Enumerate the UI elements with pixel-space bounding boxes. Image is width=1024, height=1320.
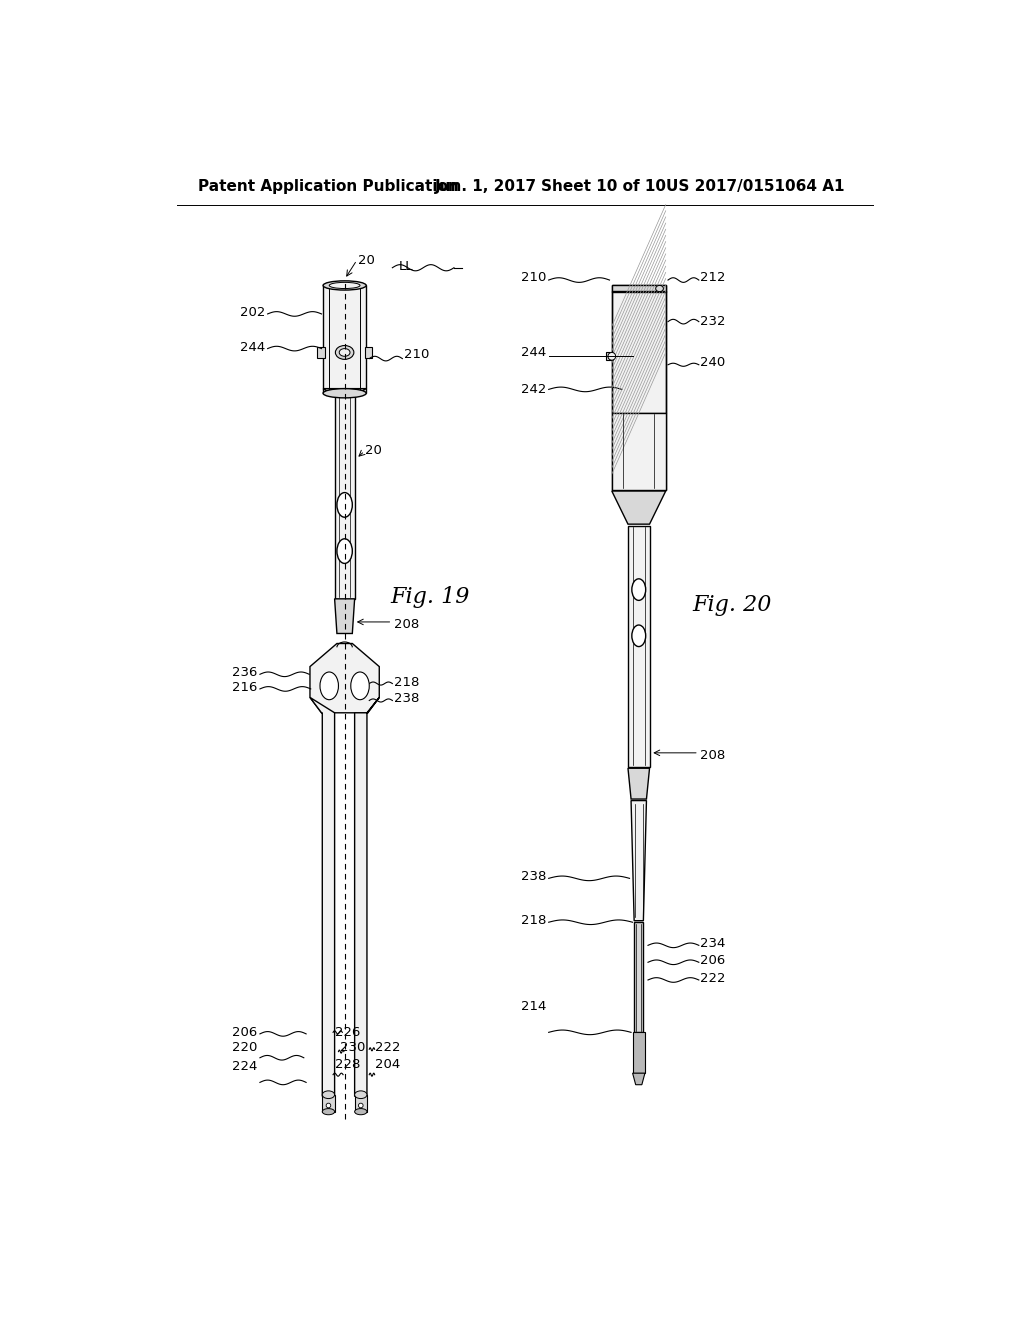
Text: 20: 20: [366, 445, 382, 458]
Bar: [628, 525, 649, 767]
Ellipse shape: [330, 282, 360, 289]
Ellipse shape: [337, 539, 352, 564]
Ellipse shape: [319, 672, 339, 700]
Bar: [606, 352, 613, 360]
Ellipse shape: [632, 579, 646, 601]
Text: 238: 238: [394, 693, 419, 705]
Ellipse shape: [354, 1090, 367, 1098]
Ellipse shape: [358, 1104, 364, 1107]
Ellipse shape: [351, 672, 370, 700]
Polygon shape: [335, 599, 354, 634]
Polygon shape: [633, 1073, 645, 1085]
Ellipse shape: [323, 281, 367, 290]
Ellipse shape: [632, 626, 646, 647]
Text: 234: 234: [700, 937, 726, 950]
Ellipse shape: [655, 285, 664, 292]
Ellipse shape: [336, 346, 354, 359]
Text: 244: 244: [240, 341, 265, 354]
Bar: [634, 923, 643, 1032]
Bar: [365, 347, 373, 358]
Bar: [611, 285, 666, 292]
Text: LL: LL: [398, 260, 413, 273]
Polygon shape: [631, 800, 646, 921]
Polygon shape: [310, 697, 335, 1096]
Text: 206: 206: [700, 954, 726, 968]
Text: 210: 210: [521, 271, 547, 284]
Polygon shape: [354, 697, 379, 1096]
Bar: [335, 396, 354, 599]
Ellipse shape: [323, 388, 367, 397]
Text: 224: 224: [232, 1060, 258, 1073]
Text: 240: 240: [700, 356, 726, 370]
Text: 222: 222: [700, 972, 726, 985]
Bar: [323, 285, 367, 393]
Bar: [611, 412, 666, 490]
Text: 228: 228: [335, 1059, 360, 1072]
Text: 220: 220: [232, 1041, 258, 1055]
Text: 208: 208: [394, 618, 419, 631]
Bar: [611, 290, 666, 412]
Text: Fig. 19: Fig. 19: [391, 586, 470, 609]
Text: 216: 216: [232, 681, 258, 694]
Text: 238: 238: [521, 870, 547, 883]
Bar: [316, 347, 325, 358]
Text: 210: 210: [403, 348, 429, 362]
Text: 222: 222: [376, 1041, 401, 1055]
Text: Patent Application Publication: Patent Application Publication: [199, 180, 459, 194]
Polygon shape: [628, 768, 649, 799]
Text: US 2017/0151064 A1: US 2017/0151064 A1: [666, 180, 844, 194]
Text: 218: 218: [521, 915, 547, 927]
Text: 202: 202: [240, 306, 265, 319]
Text: 230: 230: [340, 1041, 366, 1055]
Text: 218: 218: [394, 676, 419, 689]
Text: 208: 208: [700, 748, 726, 762]
Ellipse shape: [608, 352, 615, 360]
Bar: [342, 350, 347, 355]
Ellipse shape: [354, 1109, 367, 1114]
Bar: [354, 1094, 367, 1111]
Text: 204: 204: [376, 1059, 400, 1072]
Text: 232: 232: [700, 315, 726, 329]
Bar: [611, 285, 666, 490]
Text: 214: 214: [521, 1001, 547, 1014]
Ellipse shape: [323, 1090, 335, 1098]
Polygon shape: [611, 491, 666, 524]
Text: 20: 20: [357, 253, 375, 267]
Text: Fig. 20: Fig. 20: [692, 594, 772, 616]
Text: 244: 244: [521, 346, 547, 359]
Text: 206: 206: [232, 1026, 258, 1039]
Polygon shape: [310, 644, 379, 713]
Bar: [323, 1094, 335, 1111]
Ellipse shape: [339, 348, 350, 356]
Polygon shape: [323, 388, 367, 396]
Ellipse shape: [337, 492, 352, 517]
Text: 226: 226: [335, 1026, 360, 1039]
Text: 236: 236: [232, 667, 258, 680]
Ellipse shape: [323, 1109, 335, 1114]
Bar: [633, 1032, 645, 1073]
Text: Sheet 10 of 10: Sheet 10 of 10: [541, 180, 666, 194]
Text: Jun. 1, 2017: Jun. 1, 2017: [435, 180, 537, 194]
Text: 212: 212: [700, 271, 726, 284]
Ellipse shape: [326, 1104, 331, 1107]
Text: 242: 242: [521, 383, 547, 396]
